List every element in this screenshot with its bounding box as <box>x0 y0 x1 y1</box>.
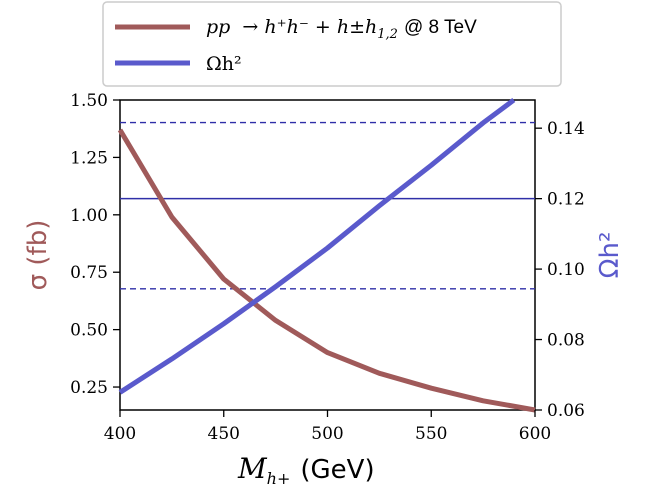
x-tick-label: 400 <box>104 424 136 444</box>
y-right-tick-label: 0.10 <box>547 260 585 280</box>
x-axis-title: Mh+ (GeV) <box>237 452 375 488</box>
y-right-tick-label: 0.14 <box>547 119 585 139</box>
y-axis-right-title: Ωh² <box>595 232 625 279</box>
y-left-tick-label: 1.00 <box>70 206 108 226</box>
y-axis-right-ticks: 0.06 0.08 0.10 0.12 0.14 <box>535 119 585 421</box>
y-right-tick-label: 0.08 <box>547 331 585 351</box>
x-tick-label: 600 <box>519 424 551 444</box>
legend-label-omega: Ωh² <box>206 53 242 75</box>
series-line-sigma <box>117 128 536 413</box>
y-left-tick-label: 1.50 <box>70 91 108 111</box>
x-axis-ticks: 400 450 500 550 600 <box>104 410 551 444</box>
y-left-tick-label: 0.50 <box>70 321 108 341</box>
plot-frame <box>119 99 536 411</box>
y-right-tick-label: 0.12 <box>547 190 585 210</box>
y-axis-left-ticks: 0.25 0.50 0.75 1.00 1.25 1.50 <box>70 91 120 398</box>
x-tick-label: 550 <box>415 424 447 444</box>
y-left-tick-label: 0.25 <box>70 378 108 398</box>
x-tick-label: 450 <box>208 424 240 444</box>
legend: pp → h⁺h⁻ + h±h1,2 @ 8 TeV Ωh² <box>102 1 562 87</box>
series-line-omega <box>118 97 516 395</box>
x-tick-label: 500 <box>311 424 343 444</box>
legend-frame <box>102 1 562 87</box>
y-left-tick-label: 0.75 <box>70 263 108 283</box>
y-axis-left-title: σ (fb) <box>23 220 53 291</box>
y-left-tick-label: 1.25 <box>70 148 108 168</box>
legend-label-sigma: pp → h⁺h⁻ + h±h1,2 @ 8 TeV <box>206 16 477 42</box>
y-right-tick-label: 0.06 <box>547 401 585 421</box>
